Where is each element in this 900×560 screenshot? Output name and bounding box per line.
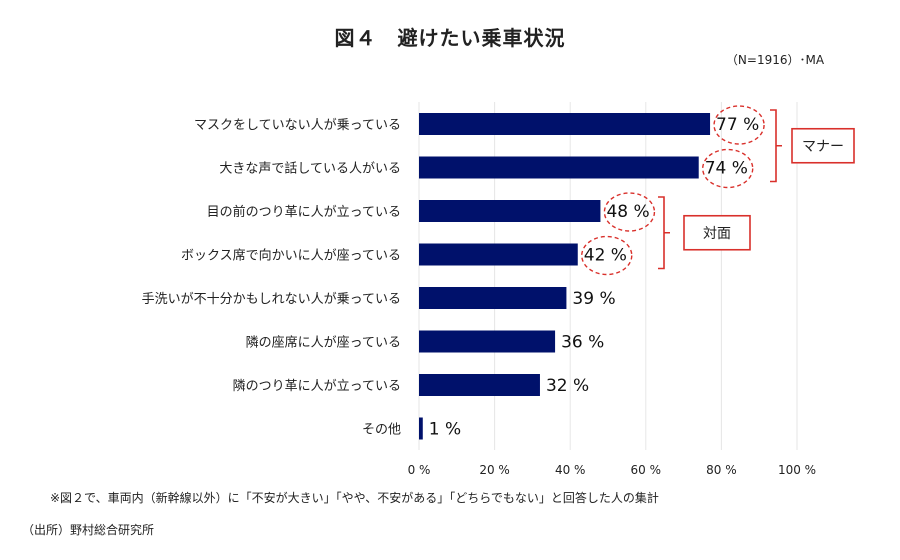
group-label-box [683, 214, 751, 251]
x-tick-label: 40 % [555, 463, 586, 477]
group-label: 対面 [703, 226, 731, 242]
x-tick-label: 100 % [778, 463, 816, 477]
category-label: 大きな声で話している人がいる [219, 161, 401, 177]
x-tick-label: 0 % [408, 463, 431, 477]
bar [419, 156, 699, 179]
bar [419, 374, 540, 396]
category-label: 手洗いが不十分かもしれない人が乗っている [142, 292, 401, 307]
category-label: その他 [362, 423, 401, 438]
x-tick-label: 80 % [706, 463, 737, 477]
x-tick-label: 60 % [631, 463, 662, 477]
value-label: 39 % [572, 289, 615, 309]
sample-note: （N=1916）･MA [725, 53, 825, 67]
value-label: 1 % [429, 420, 461, 440]
value-label: 36 % [561, 333, 604, 353]
category-label: 隣の座席に人が座っている [246, 335, 401, 351]
highlight-circle [713, 105, 765, 145]
bar [419, 417, 423, 440]
group-bracket [770, 109, 782, 183]
value-label: 48 % [606, 202, 649, 222]
category-label: 目の前のつり革に人が立っている [207, 204, 401, 220]
value-label: 42 % [584, 246, 627, 266]
bar [419, 287, 567, 309]
bar-chart: 0 % 20 % 40 % 60 % 80 % 100 % マスクをしていない人が乗っている… [142, 102, 855, 477]
bar [419, 243, 578, 266]
group-label: マナー [802, 139, 844, 155]
bar [419, 113, 711, 135]
source-note: （出所）野村総合研究所 [22, 523, 155, 537]
highlight-circle [702, 148, 754, 189]
group-bracket [658, 196, 670, 270]
bar [419, 200, 601, 222]
value-label: 74 % [705, 159, 748, 179]
chart-title: 図４ 避けたい乗車状況 [334, 26, 566, 50]
highlight-circle [581, 235, 633, 276]
value-label: 77 % [716, 115, 759, 135]
value-label: 32 % [546, 376, 589, 396]
category-label: マスクをしていない人が乗っている [194, 118, 401, 133]
group-label-box [791, 127, 855, 164]
bar [419, 330, 556, 353]
footnote: ※図２で、車両内（新幹線以外）に「不安が大きい」「やや、不安がある」「どちらでも… [50, 491, 659, 505]
category-label: 隣のつり革に人が立っている [233, 378, 401, 394]
category-label: ボックス席で向かいに人が座っている [181, 248, 401, 264]
x-tick-label: 20 % [479, 463, 510, 477]
highlight-circle [603, 192, 656, 232]
